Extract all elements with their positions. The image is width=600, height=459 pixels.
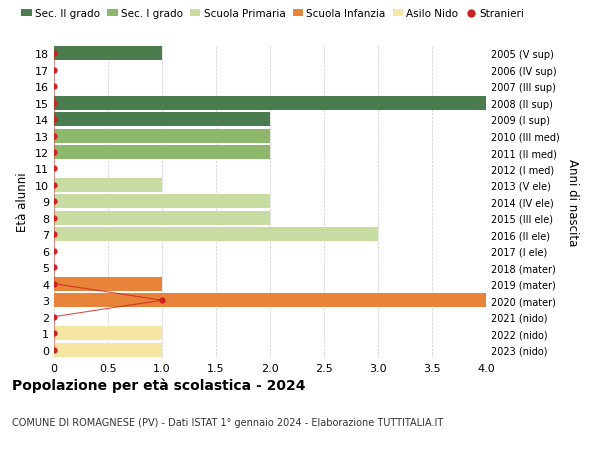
- Bar: [54, 113, 270, 127]
- Text: COMUNE DI ROMAGNESE (PV) - Dati ISTAT 1° gennaio 2024 - Elaborazione TUTTITALIA.: COMUNE DI ROMAGNESE (PV) - Dati ISTAT 1°…: [12, 417, 443, 427]
- Bar: [54, 47, 162, 61]
- Bar: [54, 129, 270, 143]
- Legend: Sec. II grado, Sec. I grado, Scuola Primaria, Scuola Infanzia, Asilo Nido, Stran: Sec. II grado, Sec. I grado, Scuola Prim…: [17, 5, 528, 23]
- Text: Popolazione per età scolastica - 2024: Popolazione per età scolastica - 2024: [12, 378, 305, 392]
- Bar: [54, 146, 270, 160]
- Bar: [54, 277, 162, 291]
- Bar: [54, 326, 162, 341]
- Bar: [54, 228, 378, 242]
- Bar: [54, 96, 486, 110]
- Bar: [54, 195, 270, 209]
- Y-axis label: Anni di nascita: Anni di nascita: [566, 158, 579, 246]
- Bar: [54, 179, 162, 192]
- Bar: [54, 294, 486, 308]
- Bar: [54, 212, 270, 225]
- Bar: [54, 343, 162, 357]
- Y-axis label: Età alunni: Età alunni: [16, 172, 29, 232]
